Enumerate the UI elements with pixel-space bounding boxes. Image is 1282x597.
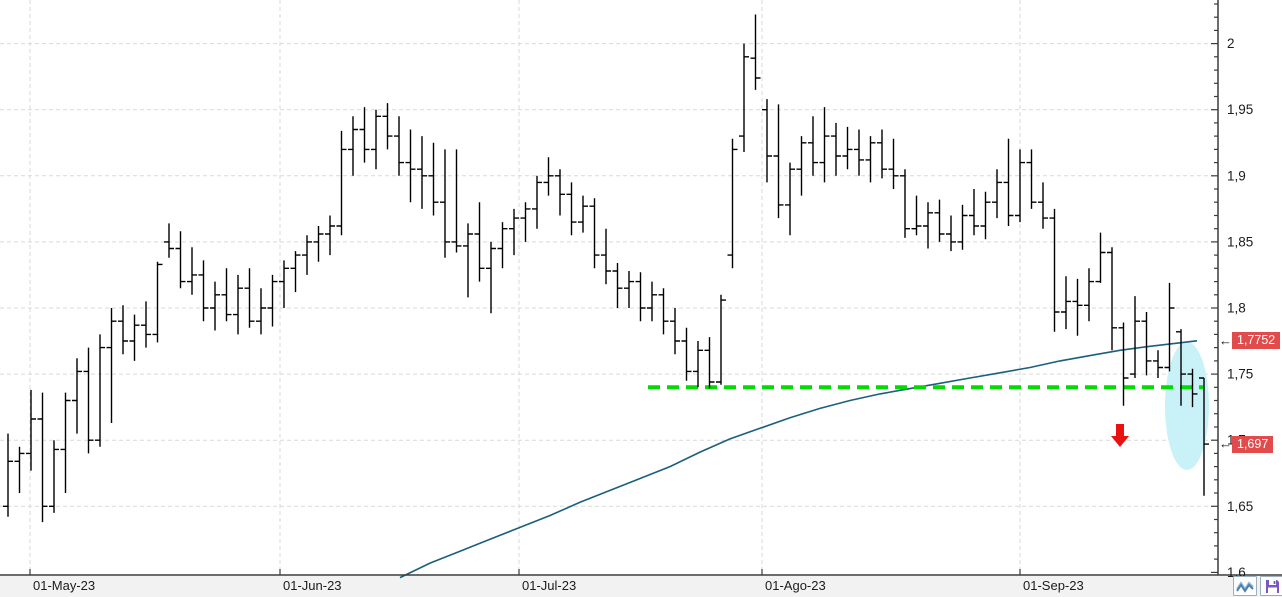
ma-price-label: ← 1,7752: [1219, 332, 1281, 350]
svg-text:01-May-23: 01-May-23: [33, 578, 95, 593]
svg-text:1,85: 1,85: [1227, 234, 1253, 249]
last-price-label: ← 1,697: [1219, 435, 1274, 453]
svg-text:01-Sep-23: 01-Sep-23: [1023, 578, 1084, 593]
svg-text:1,95: 1,95: [1227, 102, 1253, 117]
save-button[interactable]: [1260, 576, 1282, 596]
svg-text:1,9: 1,9: [1227, 168, 1246, 183]
svg-text:2: 2: [1227, 36, 1235, 51]
left-arrow-icon: ←: [1219, 436, 1232, 452]
save-icon: [1265, 579, 1279, 593]
svg-text:01-Jun-23: 01-Jun-23: [283, 578, 342, 593]
svg-text:1,65: 1,65: [1227, 499, 1253, 514]
left-arrow-icon: ←: [1219, 332, 1232, 348]
svg-text:1,8: 1,8: [1227, 301, 1246, 316]
ma-price-value: 1,7752: [1232, 332, 1281, 350]
chart-toolbar: [1233, 576, 1282, 596]
indicator-button[interactable]: [1233, 576, 1257, 596]
svg-text:01-Jul-23: 01-Jul-23: [522, 578, 576, 593]
zigzag-icon: [1236, 580, 1254, 593]
svg-text:01-Ago-23: 01-Ago-23: [765, 578, 826, 593]
svg-text:1,75: 1,75: [1227, 367, 1253, 382]
last-price-value: 1,697: [1232, 435, 1274, 453]
